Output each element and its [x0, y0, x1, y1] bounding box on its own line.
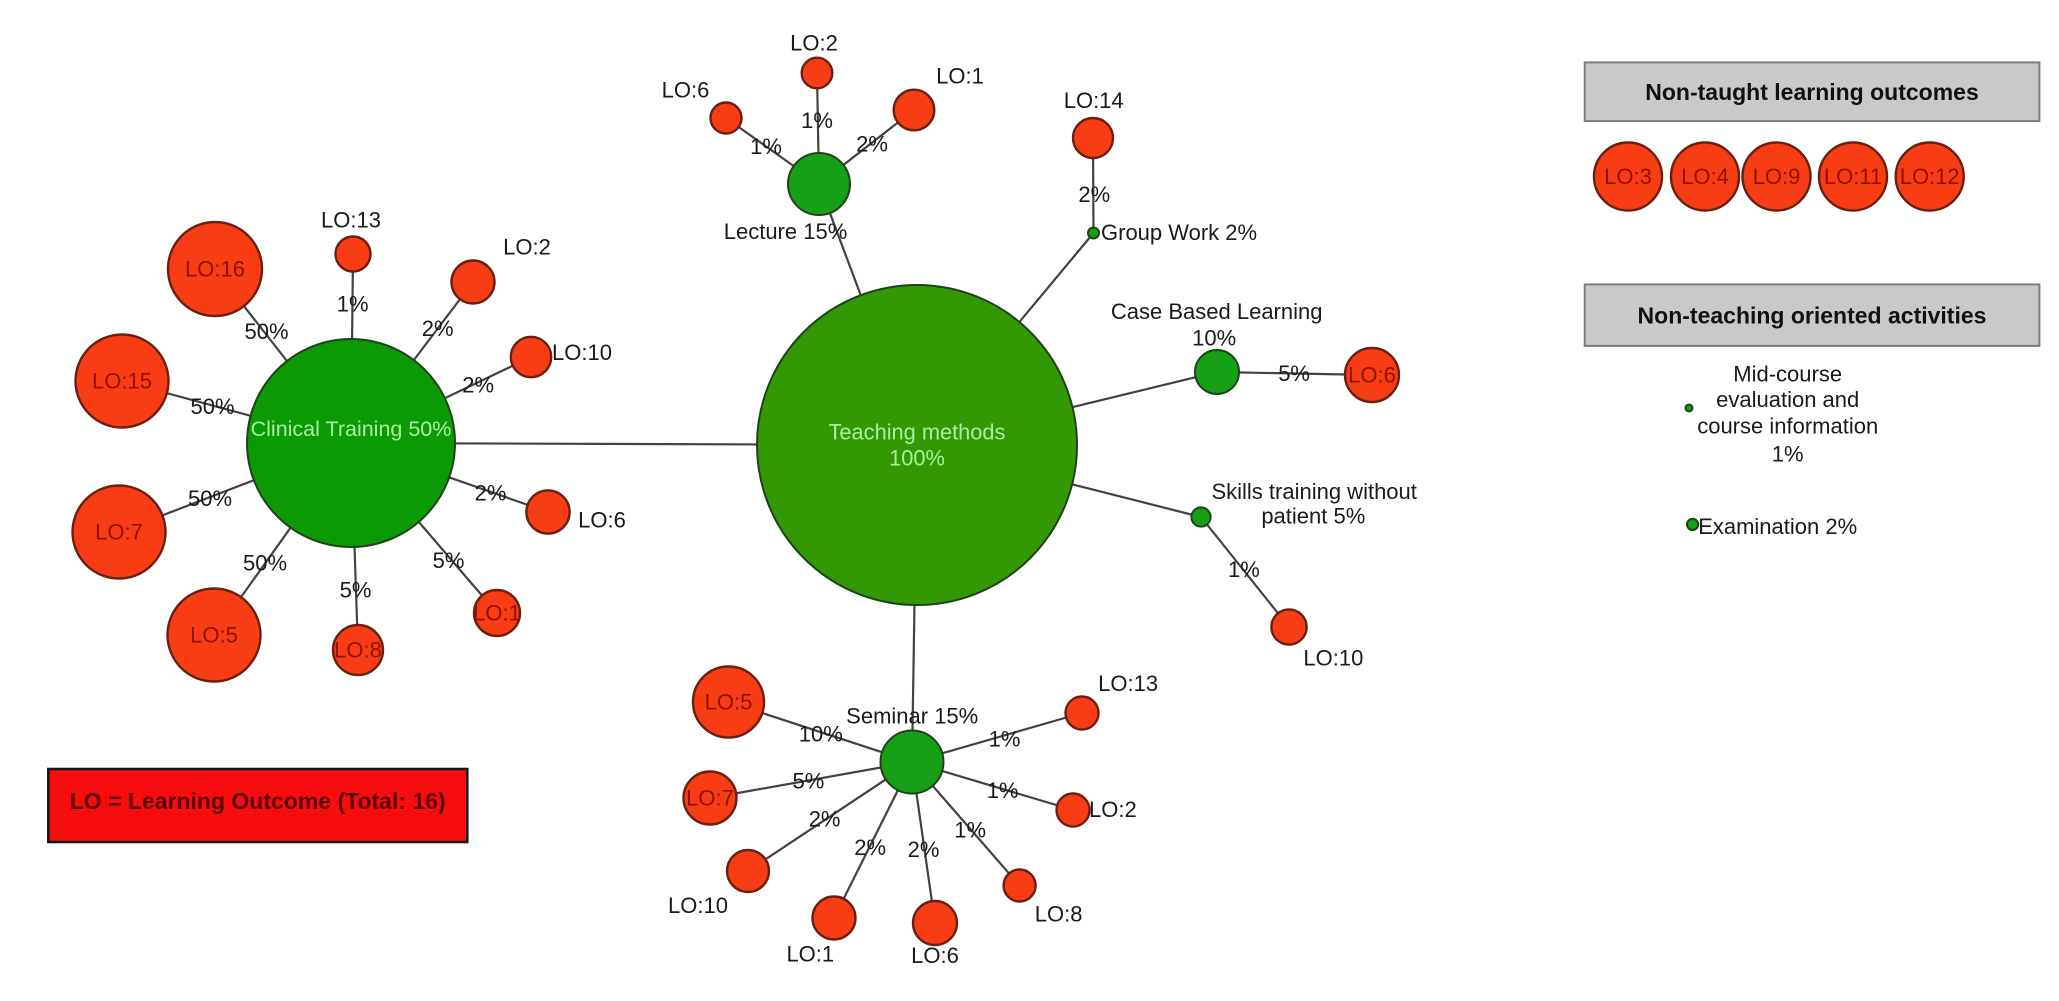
svg-text:LO:3: LO:3 — [1604, 164, 1652, 189]
svg-text:2%: 2% — [856, 132, 888, 157]
svg-text:LO:10: LO:10 — [668, 893, 728, 918]
svg-text:Seminar 15%: Seminar 15% — [846, 704, 978, 729]
svg-text:evaluation and: evaluation and — [1716, 387, 1859, 412]
svg-text:course information: course information — [1697, 413, 1878, 438]
svg-text:5%: 5% — [433, 548, 465, 573]
svg-text:LO:2: LO:2 — [1089, 797, 1137, 822]
svg-text:1%: 1% — [987, 778, 1019, 803]
svg-text:LO:10: LO:10 — [552, 340, 612, 365]
svg-text:LO:14: LO:14 — [1064, 88, 1124, 113]
svg-text:LO:11: LO:11 — [1824, 164, 1882, 189]
svg-text:LO:7: LO:7 — [95, 520, 143, 545]
svg-text:50%: 50% — [188, 486, 232, 511]
svg-text:2%: 2% — [908, 837, 940, 862]
svg-text:LO:12: LO:12 — [1900, 164, 1960, 189]
svg-text:Lecture 15%: Lecture 15% — [724, 219, 848, 244]
svg-text:LO:1: LO:1 — [473, 601, 521, 626]
svg-text:1%: 1% — [1772, 441, 1804, 466]
svg-text:Teaching methods: Teaching methods — [829, 420, 1006, 445]
svg-text:5%: 5% — [1278, 361, 1310, 386]
svg-text:1%: 1% — [337, 292, 369, 317]
svg-text:LO:4: LO:4 — [1681, 164, 1729, 189]
svg-text:50%: 50% — [243, 551, 287, 576]
svg-text:Examination 2%: Examination 2% — [1698, 514, 1857, 539]
svg-text:2%: 2% — [854, 835, 886, 860]
svg-text:10%: 10% — [799, 722, 843, 747]
svg-text:LO:6: LO:6 — [911, 943, 959, 968]
svg-text:LO:5: LO:5 — [705, 690, 753, 715]
svg-text:2%: 2% — [1078, 182, 1110, 207]
svg-text:LO:15: LO:15 — [92, 369, 152, 394]
svg-text:Case Based Learning: Case Based Learning — [1111, 299, 1323, 324]
svg-text:LO:2: LO:2 — [503, 235, 551, 260]
svg-text:LO:16: LO:16 — [185, 257, 245, 282]
svg-text:100%: 100% — [889, 446, 945, 471]
svg-text:LO:7: LO:7 — [686, 786, 734, 811]
svg-text:LO:2: LO:2 — [790, 31, 838, 56]
svg-text:Skills training without: Skills training without — [1211, 479, 1416, 504]
svg-text:5%: 5% — [793, 768, 825, 793]
svg-text:1%: 1% — [750, 134, 782, 159]
svg-text:LO:13: LO:13 — [1098, 671, 1158, 696]
svg-text:LO:9: LO:9 — [1753, 164, 1801, 189]
svg-text:50%: 50% — [244, 319, 288, 344]
svg-text:LO = Learning Outcome (Total:: LO = Learning Outcome (Total: 16) — [70, 788, 446, 814]
svg-text:LO:13: LO:13 — [321, 208, 381, 233]
svg-text:10%: 10% — [1192, 326, 1236, 351]
svg-text:1%: 1% — [954, 818, 986, 843]
svg-text:LO:6: LO:6 — [578, 508, 626, 533]
svg-text:patient 5%: patient 5% — [1261, 503, 1365, 528]
svg-text:5%: 5% — [340, 578, 372, 603]
svg-text:LO:6: LO:6 — [1348, 363, 1396, 388]
svg-text:LO:8: LO:8 — [1035, 902, 1083, 927]
svg-text:1%: 1% — [989, 726, 1021, 751]
svg-text:2%: 2% — [462, 373, 494, 398]
svg-text:2%: 2% — [475, 481, 507, 506]
svg-text:Clinical Training 50%: Clinical Training 50% — [251, 417, 452, 441]
svg-text:1%: 1% — [801, 108, 833, 133]
svg-text:50%: 50% — [190, 394, 234, 419]
svg-text:LO:6: LO:6 — [662, 78, 710, 103]
svg-text:Non-teaching oriented activiti: Non-teaching oriented activities — [1638, 303, 1987, 329]
svg-text:LO:1: LO:1 — [936, 64, 984, 89]
svg-text:Non-taught learning outcomes: Non-taught learning outcomes — [1645, 79, 1979, 105]
svg-text:2%: 2% — [809, 806, 841, 831]
svg-text:Group Work 2%: Group Work 2% — [1101, 220, 1257, 245]
svg-text:1%: 1% — [1228, 557, 1260, 582]
svg-text:LO:5: LO:5 — [190, 623, 238, 648]
svg-text:LO:8: LO:8 — [334, 638, 382, 663]
svg-text:LO:1: LO:1 — [786, 941, 834, 966]
svg-text:Mid-course: Mid-course — [1733, 362, 1842, 387]
svg-text:LO:10: LO:10 — [1303, 645, 1363, 670]
svg-text:2%: 2% — [422, 316, 454, 341]
